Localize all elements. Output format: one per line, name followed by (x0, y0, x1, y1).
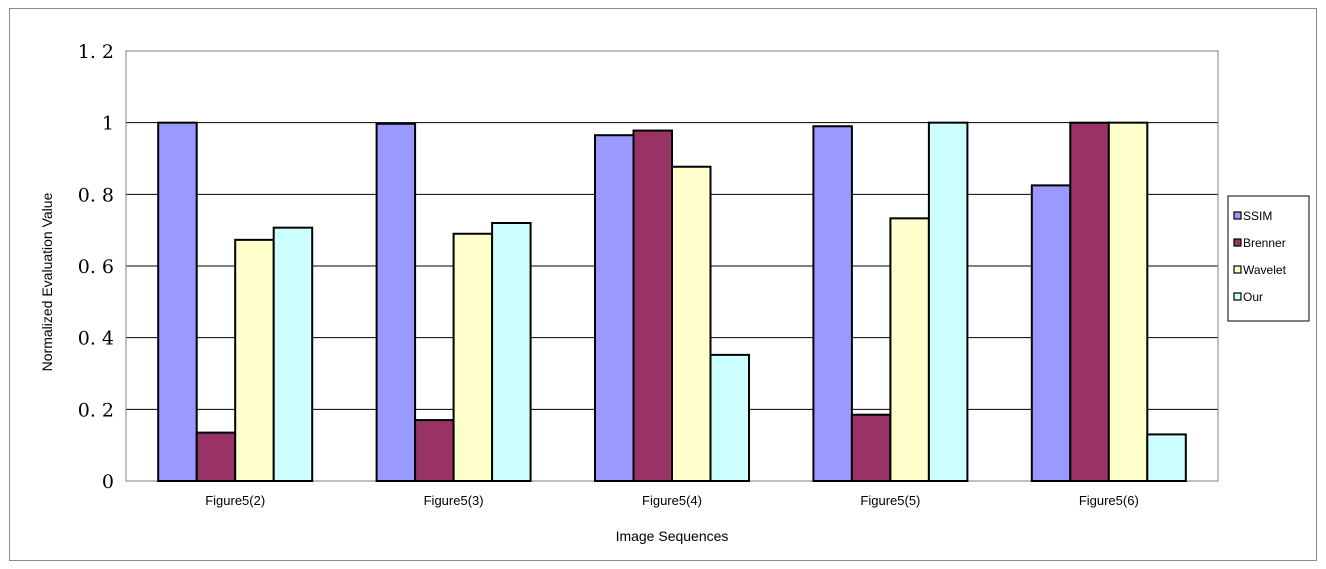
legend-label-wavelet: Wavelet (1243, 263, 1287, 277)
legend: SSIM Brenner Wavelet Our (1227, 195, 1310, 322)
y-tick-labels: 0 0. 2 0. 4 0. 6 0. 8 1 1. 2 (78, 41, 114, 493)
bar-ssim-5 (1030, 184, 1072, 482)
legend-swatch-our (1233, 292, 1242, 301)
legend-label-ssim: SSIM (1243, 209, 1272, 223)
y-tick-label: 1. 2 (78, 41, 114, 63)
bar-wavelet-2 (452, 232, 494, 482)
x-tick-label: Figure5(5) (860, 493, 920, 508)
bar-our-1 (272, 226, 314, 482)
y-tick-label: 0. 2 (78, 399, 114, 421)
legend-label-our: Our (1243, 290, 1263, 304)
bar-brenner-4 (850, 413, 892, 483)
legend-swatch-ssim (1233, 211, 1242, 220)
bar-brenner-2 (414, 419, 455, 483)
bar-brenner-5 (1069, 121, 1110, 483)
bar-ssim-4 (812, 125, 853, 482)
x-axis-title: Image Sequences (616, 528, 729, 544)
bars (157, 121, 1187, 483)
bar-ssim-2 (375, 122, 417, 482)
legend-label-brenner: Brenner (1243, 236, 1286, 250)
y-tick-label: 0 (102, 471, 114, 493)
y-tick-label: 1 (102, 113, 114, 135)
bar-our-2 (491, 222, 532, 482)
bar-brenner-1 (195, 431, 237, 482)
bar-our-3 (709, 353, 750, 482)
bar-brenner-3 (632, 129, 673, 483)
x-tick-label: Figure5(2) (205, 493, 265, 508)
bar-wavelet-3 (671, 165, 712, 482)
bar-ssim-1 (157, 121, 198, 483)
x-tick-label: Figure5(3) (424, 493, 484, 508)
legend-swatch-brenner (1233, 238, 1242, 247)
bar-wavelet-5 (1107, 121, 1149, 483)
y-tick-label: 0. 8 (78, 184, 114, 206)
x-tick-label: Figure5(6) (1079, 493, 1139, 508)
bar-wavelet-4 (889, 217, 930, 482)
bar-our-5 (1146, 433, 1187, 482)
bar-wavelet-1 (234, 238, 275, 482)
y-tick-label: 0. 4 (78, 328, 114, 350)
bar-our-4 (927, 121, 969, 483)
legend-swatch-wavelet (1233, 265, 1242, 274)
x-tick-label: Figure5(4) (642, 493, 702, 508)
x-tick-labels: Figure5(2) Figure5(3) Figure5(4) Figure5(5)… (205, 493, 1139, 508)
bar-ssim-3 (594, 134, 635, 482)
y-axis-title: Normalized Evaluation Value (39, 192, 55, 371)
y-tick-label: 0. 6 (78, 256, 114, 278)
